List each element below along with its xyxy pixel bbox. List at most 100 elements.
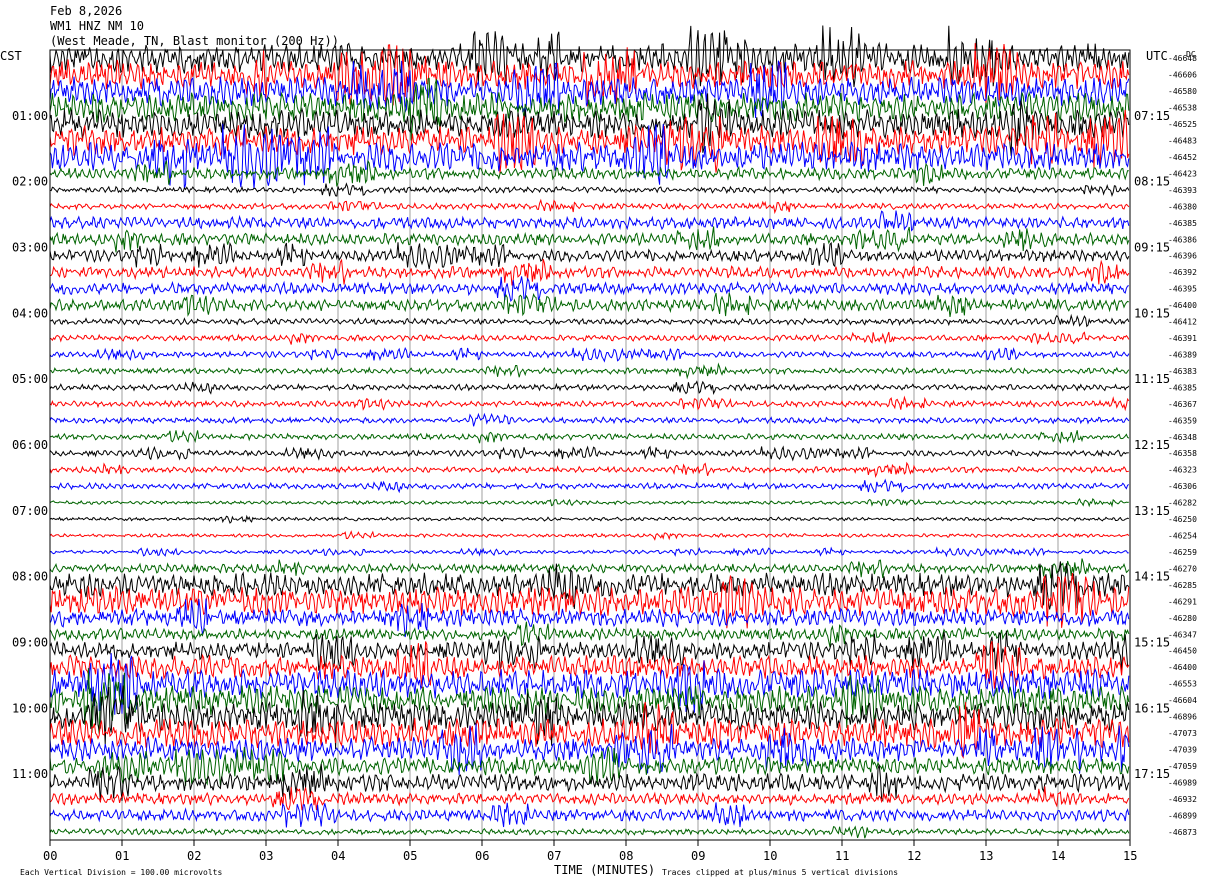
dc-label: DC [1186, 50, 1196, 59]
trace-9 [49, 182, 1130, 198]
x-tick-label: 04 [331, 849, 345, 863]
left-hour-labels: 01:00 02:00 03:00 04:00 05:00 06:00 07:00 08:00… [12, 109, 48, 781]
x-tick-label: 03 [259, 849, 273, 863]
right-hour-label: 10:15 [1134, 306, 1170, 320]
left-zone-label: CST [0, 49, 22, 63]
header-date: Feb 8,2026 [50, 4, 123, 18]
trace-27 [49, 478, 1130, 494]
trace-26 [49, 461, 1129, 478]
trace-29 [49, 514, 1129, 524]
dc-offset-label: -46386 [1168, 235, 1197, 244]
x-tick-label: 10 [763, 849, 777, 863]
x-tick-label: 06 [475, 849, 489, 863]
trace-30 [49, 530, 1130, 541]
dc-offset-label: -46250 [1168, 515, 1197, 524]
trace-11 [49, 210, 1130, 232]
trace-48 [49, 825, 1130, 839]
dc-offset-label: -46896 [1168, 713, 1197, 722]
trace-38 [49, 641, 1130, 690]
right-hour-label: 13:15 [1134, 504, 1170, 518]
header-location: (West Meade, TN, Blast monitor (200 Hz)) [50, 34, 339, 48]
dc-offset-label: -46389 [1168, 350, 1197, 359]
dc-offset-label: -46282 [1168, 499, 1197, 508]
dc-offset-labels: -46648 -46606 -46580 -46538 -46525 -46483 -464… [1168, 54, 1197, 837]
dc-offset-label: -46423 [1168, 169, 1197, 178]
trace-1 [49, 25, 1130, 87]
clip-note: Traces clipped at plus/minus 5 vertical … [662, 868, 898, 877]
right-hour-labels: 07:15 08:15 09:15 10:15 11:15 12:15 13:15 14:15… [1134, 109, 1170, 781]
left-hour-label: 01:00 [12, 109, 48, 123]
dc-offset-label: -46359 [1168, 416, 1197, 425]
dc-offset-label: -46358 [1168, 449, 1197, 458]
right-hour-label: 08:15 [1134, 175, 1170, 189]
right-hour-label: 16:15 [1134, 701, 1170, 715]
right-hour-label: 11:15 [1134, 372, 1170, 386]
dc-offset-label: -46553 [1168, 680, 1197, 689]
dc-offset-label: -46347 [1168, 630, 1197, 639]
trace-4 [49, 77, 1130, 141]
dc-offset-label: -46604 [1168, 696, 1197, 705]
plot-frame [49, 49, 1131, 841]
trace-33 [49, 561, 1130, 610]
left-hour-label: 03:00 [12, 241, 48, 255]
dc-offset-label: -46580 [1168, 87, 1197, 96]
x-tick-label: 12 [907, 849, 921, 863]
right-hour-label: 17:15 [1134, 767, 1170, 781]
trace-5 [49, 93, 1130, 156]
trace-23 [49, 412, 1130, 427]
right-hour-label: 14:15 [1134, 570, 1170, 584]
x-tick-label: 00 [43, 849, 57, 863]
x-tick-label: 09 [691, 849, 705, 863]
trace-36 [49, 621, 1130, 648]
trace-6 [49, 109, 1130, 174]
left-hour-label: 11:00 [12, 767, 48, 781]
right-hour-label: 09:15 [1134, 241, 1170, 255]
dc-offset-label: -46606 [1168, 71, 1197, 80]
dc-offset-label: -46400 [1168, 663, 1197, 672]
trace-8 [49, 159, 1129, 187]
dc-offset-label: -46538 [1168, 104, 1197, 113]
left-hour-label: 04:00 [12, 306, 48, 320]
trace-19 [49, 346, 1130, 363]
trace-39 [49, 653, 1130, 715]
trace-41 [49, 685, 1130, 750]
left-hour-label: 05:00 [12, 372, 48, 386]
trace-25 [49, 445, 1129, 462]
dc-offset-label: -46306 [1168, 482, 1197, 491]
dc-offset-label: -46385 [1168, 383, 1197, 392]
dc-offset-label: -46348 [1168, 433, 1197, 442]
dc-offset-label: -46383 [1168, 367, 1197, 376]
right-hour-label: 12:15 [1134, 438, 1170, 452]
x-tick-label: 05 [403, 849, 417, 863]
trace-13 [49, 241, 1130, 270]
seismic-traces [49, 25, 1130, 839]
trace-15 [49, 276, 1129, 302]
trace-47 [49, 802, 1130, 828]
trace-2 [49, 43, 1130, 107]
trace-44 [49, 746, 1130, 786]
dc-offset-label: -46873 [1168, 828, 1197, 837]
trace-12 [49, 226, 1130, 253]
x-tick-label: 02 [187, 849, 201, 863]
right-zone-label: UTC [1146, 49, 1168, 63]
x-axis: 00 01 02 03 04 05 06 07 08 09 10 11 12 13 14 15 [43, 840, 1137, 863]
dc-offset-label: -46280 [1168, 614, 1197, 623]
header-station: WM1 HNZ NM 10 [50, 19, 144, 33]
left-hour-label: 07:00 [12, 504, 48, 518]
dc-offset-label: -46412 [1168, 318, 1197, 327]
trace-17 [49, 313, 1130, 328]
x-tick-label: 11 [835, 849, 849, 863]
dc-offset-label: -46391 [1168, 334, 1197, 343]
dc-offset-label: -46285 [1168, 581, 1197, 590]
dc-offset-label: -46395 [1168, 285, 1197, 294]
trace-40 [49, 668, 1130, 734]
trace-43 [49, 723, 1130, 776]
dc-offset-label: -47073 [1168, 729, 1197, 738]
left-hour-label: 09:00 [12, 636, 48, 650]
trace-3 [49, 60, 1130, 119]
x-tick-label: 14 [1051, 849, 1065, 863]
dc-offset-label: -46648 [1168, 54, 1197, 63]
dc-offset-label: -46396 [1168, 252, 1197, 261]
left-hour-label: 06:00 [12, 438, 48, 452]
